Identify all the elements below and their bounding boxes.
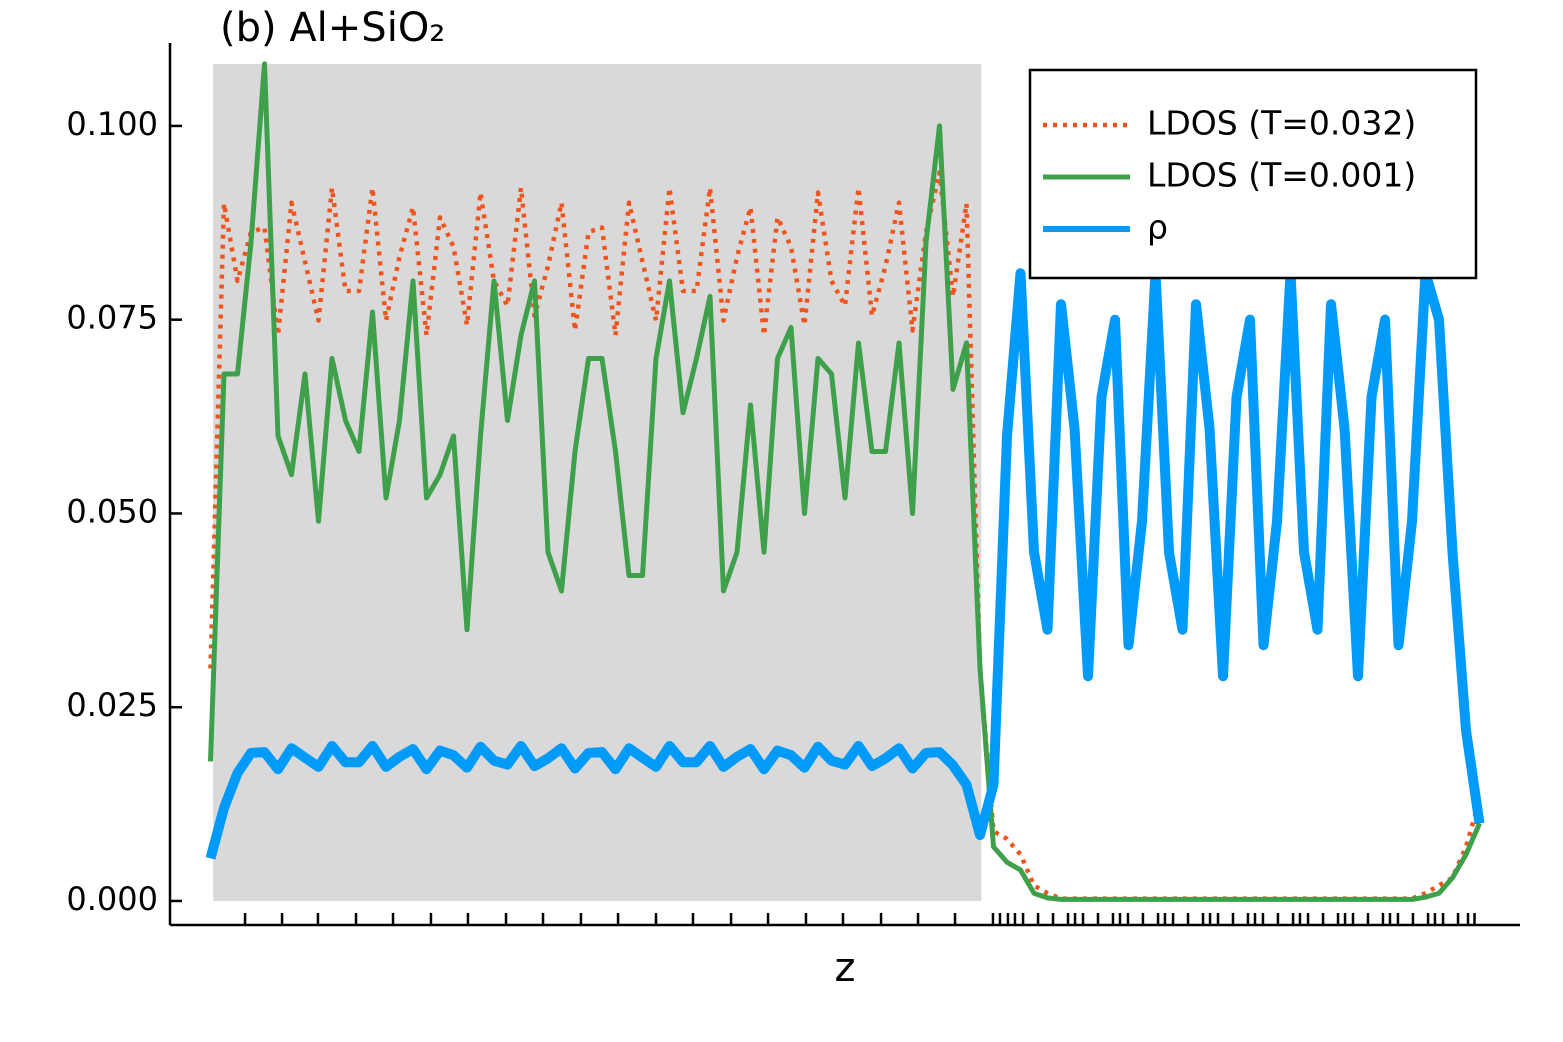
legend-label: LDOS (T=0.032) xyxy=(1147,104,1416,143)
legend-label: LDOS (T=0.001) xyxy=(1147,156,1416,195)
y-tick-label: 0.050 xyxy=(66,492,158,530)
series-line xyxy=(205,268,1485,860)
chart-title: (b) Al+SiO₂ xyxy=(220,5,445,51)
y-tick-label: 0.100 xyxy=(66,105,158,143)
legend-box xyxy=(1028,68,1478,280)
legend-label: ρ xyxy=(1147,208,1168,247)
y-tick-label: 0.025 xyxy=(66,686,158,724)
series-line xyxy=(208,61,1482,902)
x-axis-label: z xyxy=(835,945,856,991)
series-line xyxy=(208,170,1482,901)
y-tick-label: 0.000 xyxy=(66,880,158,918)
shaded-region xyxy=(213,63,982,901)
legend: LDOS (T=0.032) LDOS (T=0.001) ρ xyxy=(1028,68,1478,280)
y-tick-label: 0.075 xyxy=(66,299,158,337)
